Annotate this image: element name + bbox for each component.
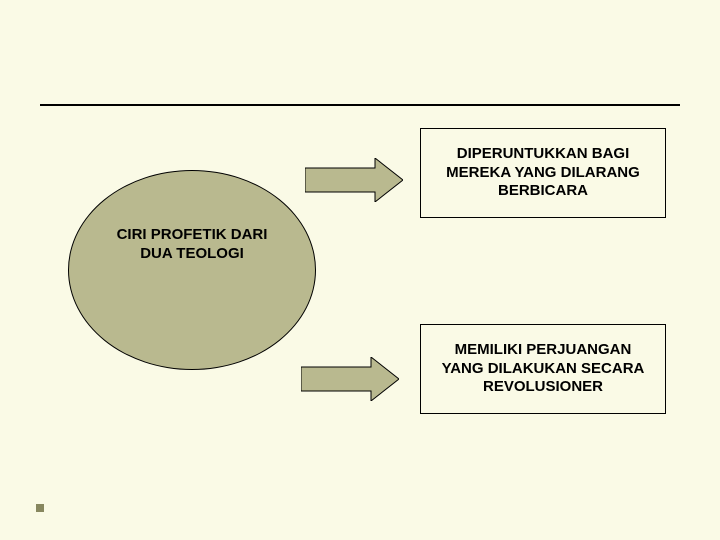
box-bottom: MEMILIKI PERJUANGAN YANG DILAKUKAN SECAR…: [420, 324, 666, 414]
arrow-top: [305, 158, 403, 202]
central-ellipse: CIRI PROFETIK DARI DUA TEOLOGI: [68, 170, 316, 370]
box-bottom-label: MEMILIKI PERJUANGAN YANG DILAKUKAN SECAR…: [442, 341, 645, 397]
corner-marker: [36, 504, 44, 512]
box-top: DIPERUNTUKKAN BAGI MEREKA YANG DILARANG …: [420, 128, 666, 218]
arrow-bottom: [301, 357, 399, 401]
ellipse-label: CIRI PROFETIK DARI DUA TEOLOGI: [117, 226, 268, 264]
diagram-canvas: CIRI PROFETIK DARI DUA TEOLOGI DIPERUNTU…: [0, 0, 720, 540]
box-top-label: DIPERUNTUKKAN BAGI MEREKA YANG DILARANG …: [446, 145, 640, 201]
header-rule: [40, 104, 680, 106]
